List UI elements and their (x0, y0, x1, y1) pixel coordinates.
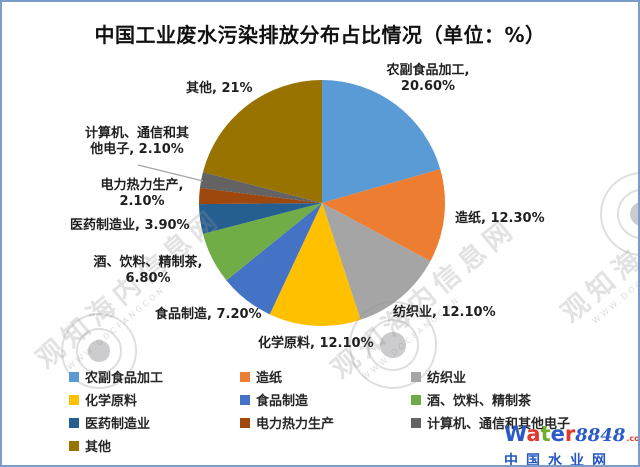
site-watermark-tld: .com (626, 434, 640, 443)
legend-item-2: 纺织业 (411, 367, 638, 386)
pie-slice-1 (322, 169, 445, 262)
legend-item-3: 化学原料 (69, 390, 240, 409)
slice-label-6: 医药制造业, 3.90% (70, 218, 190, 233)
legend-marker-icon (69, 417, 79, 428)
legend-item-6: 医药制造业 (69, 413, 240, 432)
slice-label-0: 农副食品加工, 20.60% (386, 63, 470, 94)
slice-label-3: 化学原料, 12.10% (258, 336, 374, 351)
pie-slice-0 (322, 80, 441, 203)
pie-slice-9 (202, 80, 322, 203)
pie-slice-6 (199, 203, 322, 234)
site-watermark-word: Water (504, 424, 575, 446)
legend-item-9: 其他 (69, 436, 240, 455)
legend-marker-icon (411, 417, 421, 428)
slice-label-2: 纺织业, 12.10% (393, 305, 496, 320)
legend-marker-icon (69, 394, 79, 405)
slice-label-4: 食品制造, 7.20% (155, 307, 262, 322)
legend-label: 化学原料 (85, 394, 138, 409)
legend-marker-icon (411, 394, 421, 405)
label-leader-line (137, 164, 204, 182)
legend-item-7: 电力热力生产 (240, 413, 411, 432)
legend-label: 酒、饮料、精制茶 (427, 394, 532, 409)
site-watermark-letter: W (504, 422, 527, 446)
chart-legend: 农副食品加工 造纸 纺织业化学原料 食品制造 酒、饮料、精制茶医药制造业 电力热力生产 计算… (2, 365, 638, 457)
legend-label: 食品制造 (256, 394, 309, 409)
site-watermark-caption: 中国水业网 (504, 453, 614, 467)
slice-label-5: 酒、饮料、精制茶, 6.80% (93, 255, 203, 286)
pie-slice-5 (202, 203, 322, 281)
legend-label: 电力热力生产 (256, 417, 335, 432)
legend-item-5: 酒、饮料、精制茶 (411, 390, 638, 409)
legend-label: 其他 (85, 440, 112, 455)
pie-slice-2 (322, 203, 431, 320)
legend-item-0: 农副食品加工 (69, 367, 240, 386)
legend-label: 计算机、通信和其他电子 (427, 417, 571, 432)
site-watermark-number: 8848 (575, 425, 626, 446)
legend-marker-icon (69, 371, 79, 382)
pie-slice-4 (226, 203, 322, 315)
legend-marker-icon (240, 394, 250, 405)
slice-label-8: 计算机、通信和其 他电子, 2.10% (84, 126, 189, 157)
slice-label-7: 电力热力生产, 2.10% (100, 178, 184, 209)
slice-label-1: 造纸, 12.30% (455, 211, 545, 226)
slice-label-9: 其他, 21% (186, 81, 253, 96)
legend-item-1: 造纸 (240, 367, 411, 386)
pie-slice-7 (199, 188, 322, 205)
legend-label: 农副食品加工 (85, 371, 164, 386)
legend-marker-icon (240, 371, 250, 382)
legend-label: 造纸 (256, 371, 283, 386)
site-watermark-letter: a (526, 422, 541, 446)
legend-label: 纺织业 (427, 371, 467, 386)
legend-marker-icon (69, 440, 79, 451)
legend-marker-icon (240, 417, 250, 428)
site-watermark-letter: e (550, 422, 565, 446)
legend-item-4: 食品制造 (240, 390, 411, 409)
site-watermark-letter: r (564, 422, 576, 446)
chart-title: 中国工业废水污染排放分布占比情况（单位：%） (94, 23, 546, 47)
legend-item-8: 计算机、通信和其他电子 (411, 413, 638, 432)
legend-marker-icon (411, 371, 421, 382)
pie-slice-8 (199, 172, 322, 203)
legend-label: 医药制造业 (85, 417, 151, 432)
pie-slice-3 (269, 203, 361, 326)
site-watermark-letter: t (540, 422, 551, 446)
